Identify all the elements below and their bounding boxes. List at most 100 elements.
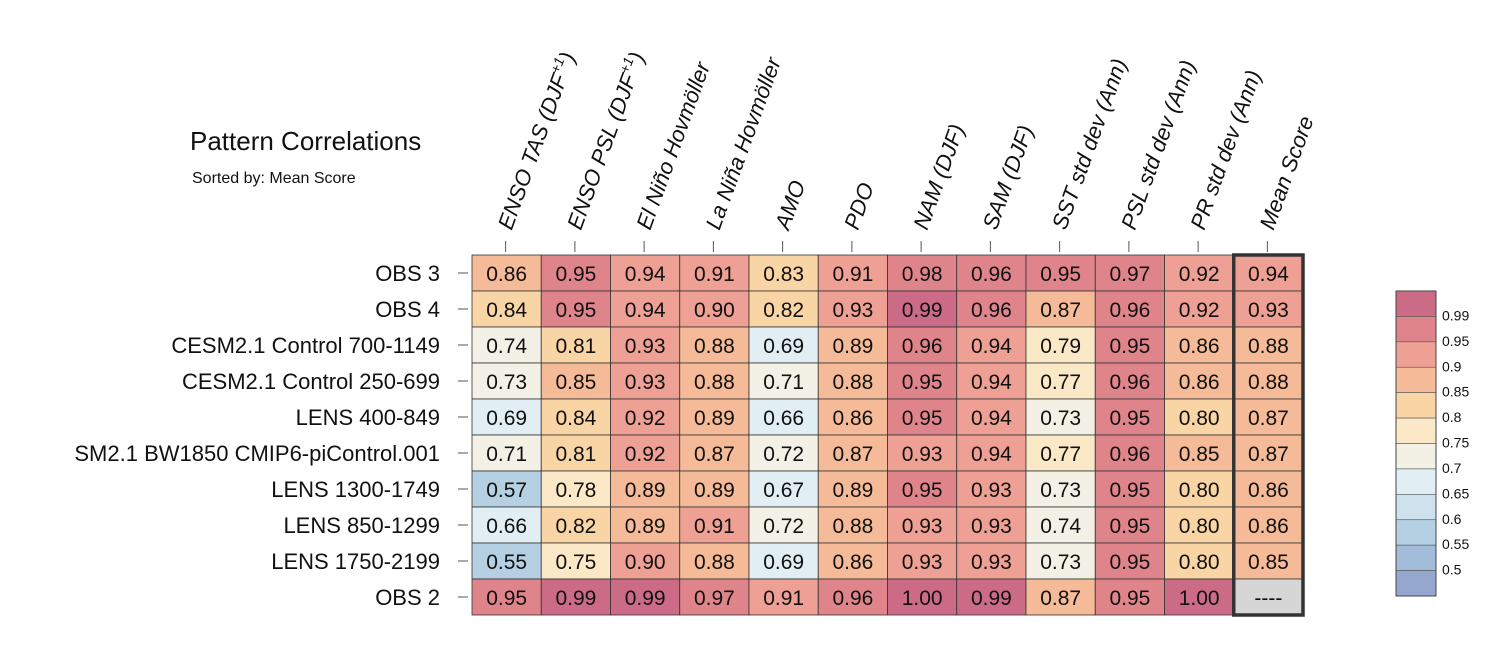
heatmap-cell — [956, 290, 1027, 328]
cell-value-label: 0.91 — [763, 587, 804, 610]
cell-value-label: 0.95 — [486, 587, 527, 610]
heatmap-cell — [679, 398, 750, 436]
cell-value-label: 0.85 — [1248, 551, 1289, 574]
cell-value-label: 0.93 — [971, 515, 1012, 538]
colorbar-swatch — [1395, 392, 1437, 419]
cell-value-label: 0.87 — [1248, 443, 1289, 466]
cell-value-label: 0.97 — [1109, 263, 1150, 286]
column-header: El Niño Hovmöller — [631, 57, 715, 233]
cell-value-label: 0.84 — [486, 299, 527, 322]
cell-value-label: 0.80 — [1179, 551, 1220, 574]
cell-value-label: 0.90 — [694, 299, 735, 322]
colorbar-swatch — [1395, 341, 1437, 368]
heatmap-cell — [1233, 434, 1304, 472]
cell-value-label: 0.92 — [625, 407, 666, 430]
heatmap-cell — [610, 542, 681, 580]
heatmap-cell — [471, 434, 542, 472]
heatmap-cell — [1025, 434, 1096, 472]
cell-value-label: 0.74 — [486, 335, 527, 358]
heatmap-cell — [610, 290, 681, 328]
heatmap-cell — [1164, 542, 1235, 580]
colorbar-level-label: 0.6 — [1442, 511, 1462, 527]
cell-value-label: 0.78 — [555, 479, 596, 502]
cell-value-label: 0.96 — [971, 299, 1012, 322]
heatmap-cell — [471, 254, 542, 292]
cell-value-label: 0.95 — [1109, 407, 1150, 430]
cell-value-label: 0.72 — [763, 443, 804, 466]
column-header: Mean Score — [1255, 113, 1319, 233]
column-label: PR std dev (Ann) — [1185, 67, 1266, 233]
heatmap-cell — [471, 506, 542, 544]
cell-value-label: 0.94 — [625, 299, 666, 322]
colorbar-swatch — [1395, 468, 1437, 495]
cell-value-label: 0.99 — [971, 587, 1012, 610]
heatmap-cell — [679, 290, 750, 328]
cell-value-label: 0.93 — [902, 551, 943, 574]
colorbar-level-label: 0.55 — [1442, 536, 1469, 552]
cell-value-label: 0.84 — [555, 407, 596, 430]
cell-value-label: 0.89 — [625, 479, 666, 502]
cell-value-label: 0.88 — [694, 551, 735, 574]
heatmap-cell — [1164, 254, 1235, 292]
row-label: LENS 1750-2199 — [271, 549, 440, 574]
cell-value-label: 0.93 — [1248, 299, 1289, 322]
heatmap-cell — [679, 470, 750, 508]
heatmap-cell — [610, 578, 681, 616]
heatmap-cell — [679, 578, 750, 616]
cell-value-label: 0.86 — [832, 551, 873, 574]
cell-value-label: 0.85 — [555, 371, 596, 394]
heatmap-cell — [887, 254, 958, 292]
cell-value-label: 0.72 — [763, 515, 804, 538]
cell-value-label: 0.89 — [832, 479, 873, 502]
heatmap-cell — [471, 290, 542, 328]
cell-value-label: 0.88 — [694, 335, 735, 358]
heatmap-cell — [817, 470, 888, 508]
cell-value-label: 0.95 — [1109, 335, 1150, 358]
cell-value-label: 0.77 — [1040, 371, 1081, 394]
heatmap-cell — [1025, 326, 1096, 364]
row-label: OBS 4 — [375, 297, 440, 322]
cell-value-label: 0.86 — [1248, 515, 1289, 538]
colorbar-level-label: 0.75 — [1442, 435, 1469, 451]
cell-value-label: 0.94 — [971, 407, 1012, 430]
heatmap-cell — [679, 326, 750, 364]
heatmap-cell — [887, 362, 958, 400]
cell-value-label: 0.91 — [694, 515, 735, 538]
cell-value-label: 0.89 — [694, 479, 735, 502]
chart-subtitle: Sorted by: Mean Score — [192, 170, 356, 187]
cell-value-label: 0.73 — [486, 371, 527, 394]
heatmap-cell — [748, 542, 819, 580]
colorbar-level-label: 0.65 — [1442, 485, 1469, 501]
colorbar-level-label: 0.99 — [1442, 307, 1469, 323]
row-label: LENS 1300-1749 — [271, 477, 440, 502]
svg-text:SST std dev (Ann): SST std dev (Ann) — [1047, 55, 1132, 232]
cell-value-label: 0.86 — [1179, 371, 1220, 394]
cell-value-label: 0.95 — [1109, 587, 1150, 610]
cell-value-label: 0.96 — [1109, 371, 1150, 394]
heatmap-cell — [1164, 434, 1235, 472]
cell-value-label: 1.00 — [1179, 587, 1220, 610]
heatmap-cell — [1164, 398, 1235, 436]
cell-value-label: 0.93 — [832, 299, 873, 322]
cell-value-label: 0.95 — [1109, 551, 1150, 574]
row-label: OBS 2 — [375, 585, 440, 610]
cell-value-label: 0.75 — [555, 551, 596, 574]
cell-value-label: 0.91 — [832, 263, 873, 286]
cell-value-label: 0.83 — [763, 263, 804, 286]
cell-value-label: 0.95 — [1040, 263, 1081, 286]
column-label: SST std dev (Ann) — [1047, 55, 1132, 232]
cell-value-label: 0.73 — [1040, 479, 1081, 502]
cell-value-label: 0.71 — [486, 443, 527, 466]
heatmap-cell — [540, 290, 611, 328]
colorbar-level-label: 0.85 — [1442, 384, 1469, 400]
colorbar-swatch — [1395, 290, 1437, 317]
cell-value-label: 0.67 — [763, 479, 804, 502]
heatmap-cell — [817, 362, 888, 400]
cell-value-label: 0.87 — [1248, 407, 1289, 430]
cell-value-label: 0.94 — [625, 263, 666, 286]
heatmap-cell — [610, 398, 681, 436]
heatmap-cell — [1025, 578, 1096, 616]
heatmap-cell — [748, 506, 819, 544]
column-header: AMO — [769, 177, 810, 235]
cell-value-label: 0.93 — [971, 479, 1012, 502]
